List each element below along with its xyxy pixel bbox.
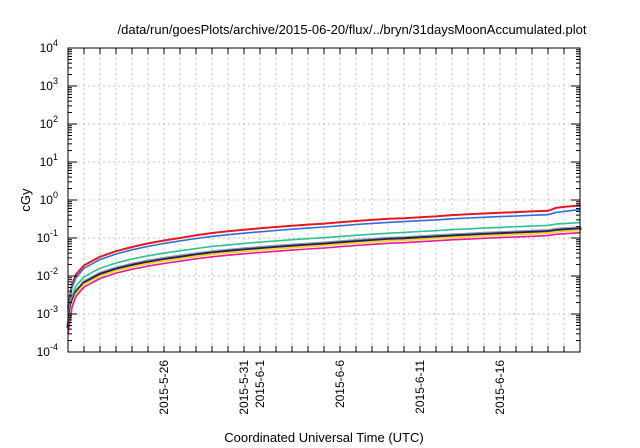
x-tick-label: 2015-6-1 [253, 360, 267, 408]
x-tick-label: 2015-6-16 [493, 360, 507, 415]
y-tick-label: 100 [40, 190, 58, 207]
series-line-4 [66, 226, 582, 327]
axis-ticks [67, 47, 581, 353]
y-tick-label: 102 [40, 114, 58, 131]
y-tick-label: 103 [40, 76, 58, 93]
x-tick-label: 2015-5-26 [157, 360, 171, 415]
x-tick-labels: 2015-5-26 2015-5-31 2015-6-1 2015-6-6 2015-6… [157, 360, 507, 415]
y-tick-label: 10-2 [37, 266, 58, 283]
x-tick-label: 2015-6-6 [333, 360, 347, 408]
y-axis-label: cGy [18, 188, 33, 212]
y-tick-label: 101 [40, 152, 58, 169]
y-tick-labels: 10-4 10-3 10-2 10-1 100 101 102 103 104 [37, 38, 58, 359]
y-tick-label: 10-3 [37, 304, 58, 321]
x-axis-label: Coordinated Universal Time (UTC) [224, 430, 423, 445]
series-line-5 [66, 227, 582, 329]
y-tick-label: 10-1 [37, 228, 58, 245]
y-tick-label: 104 [40, 38, 58, 55]
series-line-7 [67, 231, 581, 335]
y-tick-label: 10-4 [37, 342, 58, 359]
x-tick-label: 2015-6-11 [413, 360, 427, 414]
series-line-1 [67, 204, 581, 309]
chart-title: /data/run/goesPlots/archive/2015-06-20/f… [118, 22, 587, 37]
series-line-6 [67, 229, 581, 331]
x-tick-label: 2015-5-31 [237, 360, 251, 415]
series-line-2 [67, 208, 581, 312]
series-line-3 [67, 221, 581, 321]
series-layer [66, 204, 582, 335]
grid-lines [68, 48, 580, 352]
